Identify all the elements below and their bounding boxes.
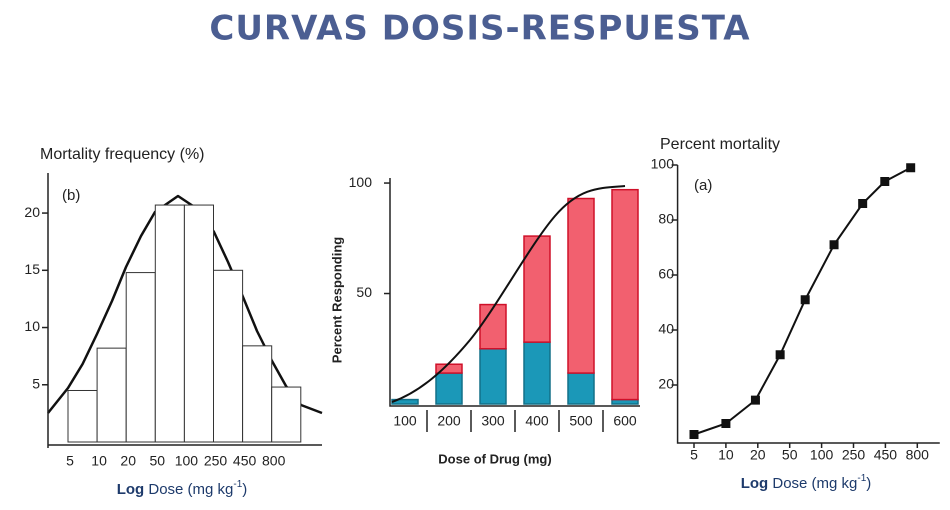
bar-segment [611,188,639,401]
x-tick-label: 100 [393,413,417,429]
x-tick-label: 450 [233,453,257,469]
marker [880,177,890,186]
y-tick-label: 80 [658,211,674,227]
x-tick-label: 5 [690,447,698,463]
marker [689,430,699,439]
marker [775,350,785,360]
marker [721,419,731,428]
marker [906,163,916,173]
y-tick-label: 10 [24,318,40,334]
bar-segment [479,303,507,350]
bar-segment [567,197,595,374]
x-tick-label: 20 [750,447,766,463]
x-tick-label: 250 [842,447,866,463]
fit-curve [391,185,626,403]
y-tick-label: 60 [658,266,674,282]
annotation: (b) [62,187,80,204]
y-axis-label: Percent Responding [329,237,344,363]
bar-segment [523,341,551,405]
bar [154,204,185,443]
x-tick-label: 50 [782,447,798,463]
x-tick-label: 400 [525,413,549,429]
bar [183,204,214,443]
slide-title: CURVAS DOSIS-RESPUESTA [209,9,750,49]
marker [750,395,760,405]
marker [829,240,839,250]
axis [676,165,940,444]
x-tick-label: 100 [810,447,834,463]
y-tick-label: 100 [349,174,373,190]
x-axis-label-part: -1 [857,473,866,484]
axis [389,178,640,407]
y-tick-label: 5 [32,375,40,391]
bar [125,272,156,443]
x-axis-label-part: Dose (mg kg [768,475,857,492]
x-tick-label: 500 [569,413,593,429]
x-axis-label: Log Dose (mg kg-1) [741,473,872,492]
x-axis-label-part: Dose (mg kg [144,481,233,498]
x-axis-label-part: ) [242,481,247,498]
x-tick-label: 300 [481,413,505,429]
x-tick-label: 200 [437,413,461,429]
y-tick-label: 40 [658,321,674,337]
x-axis-label-part: Log [741,475,769,492]
axis [47,173,322,448]
bar [96,347,127,443]
x-tick-label: 50 [150,453,166,469]
x-tick-label: 600 [613,413,637,429]
x-axis-label: Dose of Drug (mg) [438,451,551,466]
marker [800,295,810,305]
x-tick-label: 250 [204,453,228,469]
bar-segment [523,235,551,343]
x-axis-label-part: ) [866,475,871,492]
y-tick-label: 20 [658,376,674,392]
y-tick-label: 50 [356,284,372,300]
chart-title: Percent mortality [660,136,780,153]
y-tick-label: 20 [24,204,40,220]
x-tick-label: 800 [906,447,930,463]
x-tick-label: 450 [874,447,898,463]
bar-segment [435,372,463,405]
x-tick-label: 5 [66,453,74,469]
bar [67,389,98,443]
x-tick-label: 10 [91,453,107,469]
x-tick-label: 100 [175,453,199,469]
x-axis-label-part: -1 [233,479,242,490]
y-tick-label: 15 [24,261,40,277]
marker [858,199,868,208]
bar [271,386,302,443]
bar [213,269,244,443]
bar [242,345,273,443]
annotation: (a) [694,177,712,194]
x-tick-label: 800 [262,453,286,469]
fit-curve [47,194,323,415]
bar-segment [567,372,595,405]
y-tick-label: 100 [651,156,675,172]
x-tick-label: 20 [120,453,136,469]
x-axis-label: Log Dose (mg kg-1) [117,479,248,498]
x-axis-label-part: Log [117,481,145,498]
bar-segment [479,348,507,405]
chart-title: Mortality frequency (%) [40,146,205,163]
x-tick-label: 10 [718,447,734,463]
